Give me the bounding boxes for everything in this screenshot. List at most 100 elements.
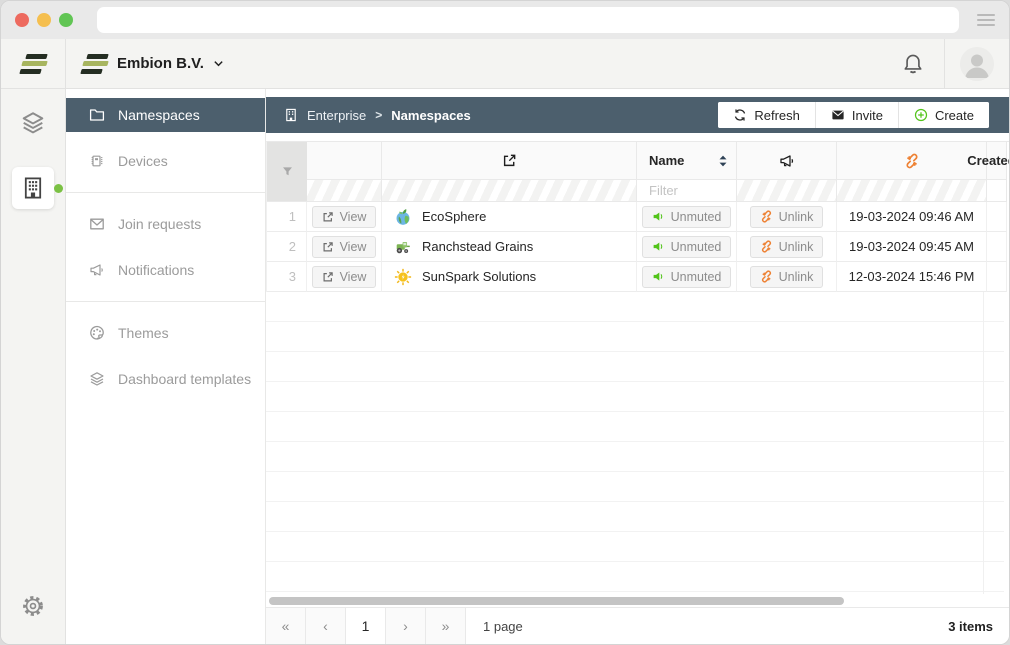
header-cell-name[interactable]: Name: [637, 142, 737, 180]
envelope-icon: [831, 108, 845, 122]
rail-item-enterprise[interactable]: [12, 167, 63, 209]
sun-icon: [394, 268, 412, 285]
header-cell-muted: [737, 142, 837, 180]
created-filter-input[interactable]: [987, 180, 1009, 201]
sidebar-item-namespaces[interactable]: Namespaces: [66, 98, 265, 132]
external-link-icon: [323, 271, 333, 281]
created-cell: 12-03-2024 15:46 PM: [837, 262, 987, 292]
view-button[interactable]: View: [311, 205, 377, 228]
muted-cell: Unmuted: [637, 202, 737, 232]
refresh-icon: [733, 108, 747, 122]
unmuted-button[interactable]: Unmuted: [641, 205, 732, 228]
horizontal-scrollbar: [266, 594, 1004, 607]
table-row-name[interactable]: Ranchstead Grains: [382, 232, 637, 262]
first-page-button[interactable]: «: [266, 608, 306, 644]
maximize-window-button[interactable]: [59, 13, 73, 27]
unlink-button[interactable]: Unlink: [749, 205, 824, 228]
view-cell: View: [307, 232, 382, 262]
view-cell: View: [307, 262, 382, 292]
active-status-dot: [54, 184, 63, 193]
filter-cell-disabled: [837, 180, 987, 202]
filter-cell-disabled: [382, 180, 637, 202]
created-cell: 19-03-2024 09:45 AM: [837, 232, 987, 262]
sidebar-item-devices[interactable]: Devices: [66, 144, 265, 178]
rail-item-settings[interactable]: [11, 584, 55, 628]
embion-logo-icon: [80, 53, 109, 74]
user-avatar[interactable]: [960, 46, 994, 81]
breadcrumb-enterprise[interactable]: Enterprise: [307, 107, 367, 123]
sidebar-item-dashboard-templates[interactable]: Dashboard templates: [66, 362, 265, 396]
layers-icon: [89, 371, 105, 387]
last-page-button[interactable]: »: [426, 608, 466, 644]
address-bar[interactable]: [97, 7, 959, 33]
minimize-window-button[interactable]: [37, 13, 51, 27]
unmuted-button[interactable]: Unmuted: [641, 265, 732, 288]
notifications-bell-button[interactable]: [882, 53, 944, 75]
gear-icon: [22, 595, 44, 617]
filter-cell-created: [987, 180, 1009, 202]
funnel-icon: [282, 166, 293, 201]
megaphone-icon: [779, 153, 795, 169]
muted-cell: Unmuted: [637, 262, 737, 292]
name-filter-input[interactable]: [637, 180, 736, 201]
rail-item-stack[interactable]: [11, 101, 55, 145]
toolbar: Refresh Invite: [718, 102, 989, 128]
broken-link-icon: [761, 240, 771, 253]
view-cell: View: [307, 202, 382, 232]
scrollbar-thumb[interactable]: [269, 597, 844, 605]
sidebar-item-label: Devices: [118, 153, 168, 169]
current-page-button[interactable]: 1: [346, 608, 386, 644]
strip-cell: [987, 202, 1007, 232]
header-cell-link: [837, 142, 987, 180]
invite-button[interactable]: Invite: [815, 102, 899, 128]
org-switcher[interactable]: Embion B.V.: [80, 53, 224, 74]
browser-menu-icon[interactable]: [977, 14, 995, 26]
sorter-icon: [718, 154, 728, 168]
created-cell: 19-03-2024 09:46 AM: [837, 202, 987, 232]
column-filter-toggle[interactable]: [267, 142, 307, 202]
unlink-button[interactable]: Unlink: [749, 235, 824, 258]
prev-page-button[interactable]: ‹: [306, 608, 346, 644]
table-row-name[interactable]: EcoSphere: [382, 202, 637, 232]
sidebar-divider: [66, 192, 265, 193]
tractor-icon: [396, 241, 410, 253]
bell-icon: [902, 53, 924, 75]
header-cell-rownum: [307, 142, 382, 180]
next-page-button[interactable]: ›: [386, 608, 426, 644]
org-name: Embion B.V.: [117, 55, 204, 72]
sidebar-item-themes[interactable]: Themes: [66, 316, 265, 350]
sidebar-divider: [66, 301, 265, 302]
sidebar-item-join-requests[interactable]: Join requests: [66, 207, 265, 241]
create-button[interactable]: Create: [898, 102, 989, 128]
close-window-button[interactable]: [15, 13, 29, 27]
envelope-icon: [89, 216, 105, 232]
muted-cell: Unmuted: [637, 232, 737, 262]
filter-cell-disabled: [737, 180, 837, 202]
sidebar-item-label: Dashboard templates: [118, 371, 252, 387]
building-icon: [284, 108, 298, 122]
broken-link-icon: [761, 210, 771, 223]
link-cell: Unlink: [737, 262, 837, 292]
view-button[interactable]: View: [311, 235, 377, 258]
rail-logo[interactable]: [1, 39, 65, 89]
table-row-name[interactable]: SunSpark Solutions: [382, 262, 637, 292]
strip-cell: [987, 232, 1007, 262]
external-link-icon: [323, 211, 333, 221]
view-button[interactable]: View: [311, 265, 377, 288]
window-controls: [1, 13, 73, 27]
unmuted-button[interactable]: Unmuted: [641, 235, 732, 258]
broken-link-icon: [904, 153, 920, 169]
sidebar-item-notifications[interactable]: Notifications: [66, 253, 265, 287]
header-cell-created[interactable]: Created: [967, 142, 1009, 180]
external-link-icon: [502, 153, 517, 168]
eco-globe-icon: [396, 208, 410, 225]
link-cell: Unlink: [737, 202, 837, 232]
plus-circle-icon: [914, 108, 928, 122]
refresh-button[interactable]: Refresh: [718, 102, 816, 128]
folder-icon: [89, 107, 105, 123]
embion-logo-icon: [18, 53, 48, 74]
unlink-button[interactable]: Unlink: [749, 265, 824, 288]
filter-cell-name: [637, 180, 737, 202]
sidebar-item-label: Namespaces: [118, 107, 200, 123]
